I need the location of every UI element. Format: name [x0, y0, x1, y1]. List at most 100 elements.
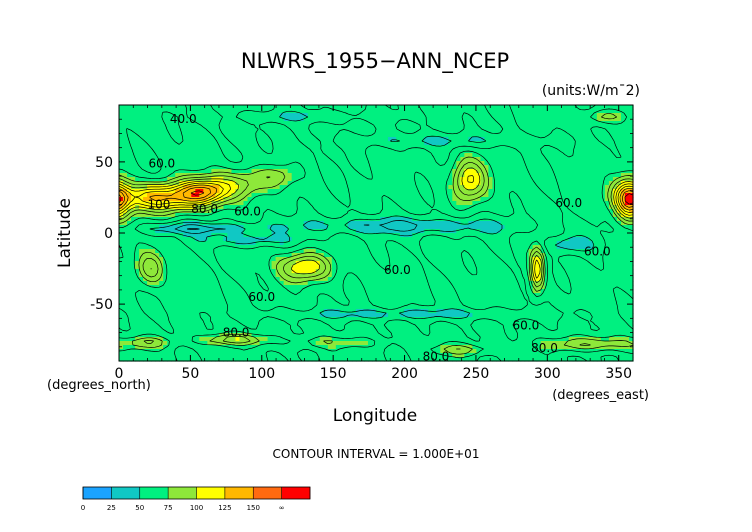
field-cell [243, 145, 249, 150]
field-cell [319, 201, 325, 206]
field-cell [135, 177, 140, 182]
field-cell [267, 113, 273, 118]
field-cell [448, 153, 453, 158]
field-cell [143, 189, 148, 194]
field-cell [159, 125, 164, 130]
field-cell [287, 233, 293, 238]
field-cell [592, 137, 598, 142]
field-cell [143, 137, 148, 142]
field-cell [520, 173, 526, 178]
field-cell [163, 257, 168, 262]
field-cell [211, 181, 216, 186]
field-cell [339, 241, 345, 246]
field-cell [315, 169, 321, 174]
field-cell [267, 213, 273, 218]
field-cell [359, 237, 365, 242]
field-cell [388, 213, 393, 218]
field-cell [488, 185, 494, 190]
field-cell [315, 185, 321, 190]
field-cell [295, 245, 301, 250]
field-cell [532, 165, 538, 170]
field-cell [416, 221, 421, 226]
field-cell [564, 249, 570, 254]
field-cell [311, 221, 317, 226]
field-cell [283, 233, 289, 238]
field-cell [191, 145, 196, 150]
field-cell [468, 209, 473, 214]
field-cell [508, 113, 514, 118]
field-cell [388, 137, 393, 142]
field-cell [151, 145, 156, 150]
field-cell [271, 233, 277, 238]
field-cell [147, 109, 152, 114]
field-cell [223, 173, 229, 178]
field-cell [263, 161, 269, 166]
field-cell [540, 141, 546, 146]
field-cell [596, 241, 602, 246]
field-cell [600, 177, 606, 182]
field-cell [175, 129, 180, 134]
field-cell [167, 237, 172, 242]
field-cell [452, 225, 457, 230]
field-cell [520, 177, 526, 182]
field-cell [191, 137, 196, 142]
field-cell [436, 253, 441, 258]
field-cell [480, 241, 486, 246]
field-cell [504, 105, 510, 110]
field-cell [392, 149, 397, 154]
field-cell [500, 233, 506, 238]
field-cell [175, 149, 180, 154]
field-cell [576, 145, 582, 150]
field-cell [295, 217, 301, 222]
field-cell [616, 177, 622, 182]
field-cell [392, 161, 397, 166]
field-cell [492, 245, 498, 250]
field-cell [380, 213, 385, 218]
field-cell [468, 161, 473, 166]
field-cell [335, 145, 341, 150]
field-cell [460, 161, 465, 166]
field-cell [135, 201, 140, 206]
field-cell [175, 161, 180, 166]
field-cell [464, 105, 469, 110]
field-cell [480, 177, 486, 182]
field-cell [528, 221, 534, 226]
field-cell [492, 129, 498, 134]
field-cell [496, 181, 502, 186]
field-cell [231, 221, 237, 226]
field-cell [231, 161, 237, 166]
field-cell [484, 225, 490, 230]
field-cell [472, 129, 477, 134]
field-cell [468, 109, 473, 114]
field-cell [480, 153, 486, 158]
field-cell [191, 233, 196, 238]
field-cell [496, 173, 502, 178]
field-cell [480, 173, 486, 178]
field-cell [428, 177, 433, 182]
field-cell [460, 205, 465, 210]
field-cell [508, 173, 514, 178]
field-cell [468, 129, 473, 134]
field-cell [552, 157, 558, 162]
field-cell [251, 165, 257, 170]
field-cell [139, 109, 144, 114]
field-cell [396, 185, 401, 190]
field-cell [259, 201, 265, 206]
field-cell [247, 125, 253, 130]
field-cell [452, 153, 457, 158]
field-cell [359, 125, 365, 130]
field-cell [283, 209, 289, 214]
field-cell [584, 217, 590, 222]
field-cell [420, 117, 425, 122]
field-cell [251, 129, 257, 134]
field-cell [319, 153, 325, 158]
field-cell [239, 165, 245, 170]
field-cell [199, 157, 204, 162]
field-cell [568, 189, 574, 194]
field-cell [175, 113, 180, 118]
field-cell [219, 205, 225, 210]
field-cell [139, 221, 144, 226]
field-cell [540, 229, 546, 234]
field-cell [424, 165, 429, 170]
field-cell [460, 221, 465, 226]
